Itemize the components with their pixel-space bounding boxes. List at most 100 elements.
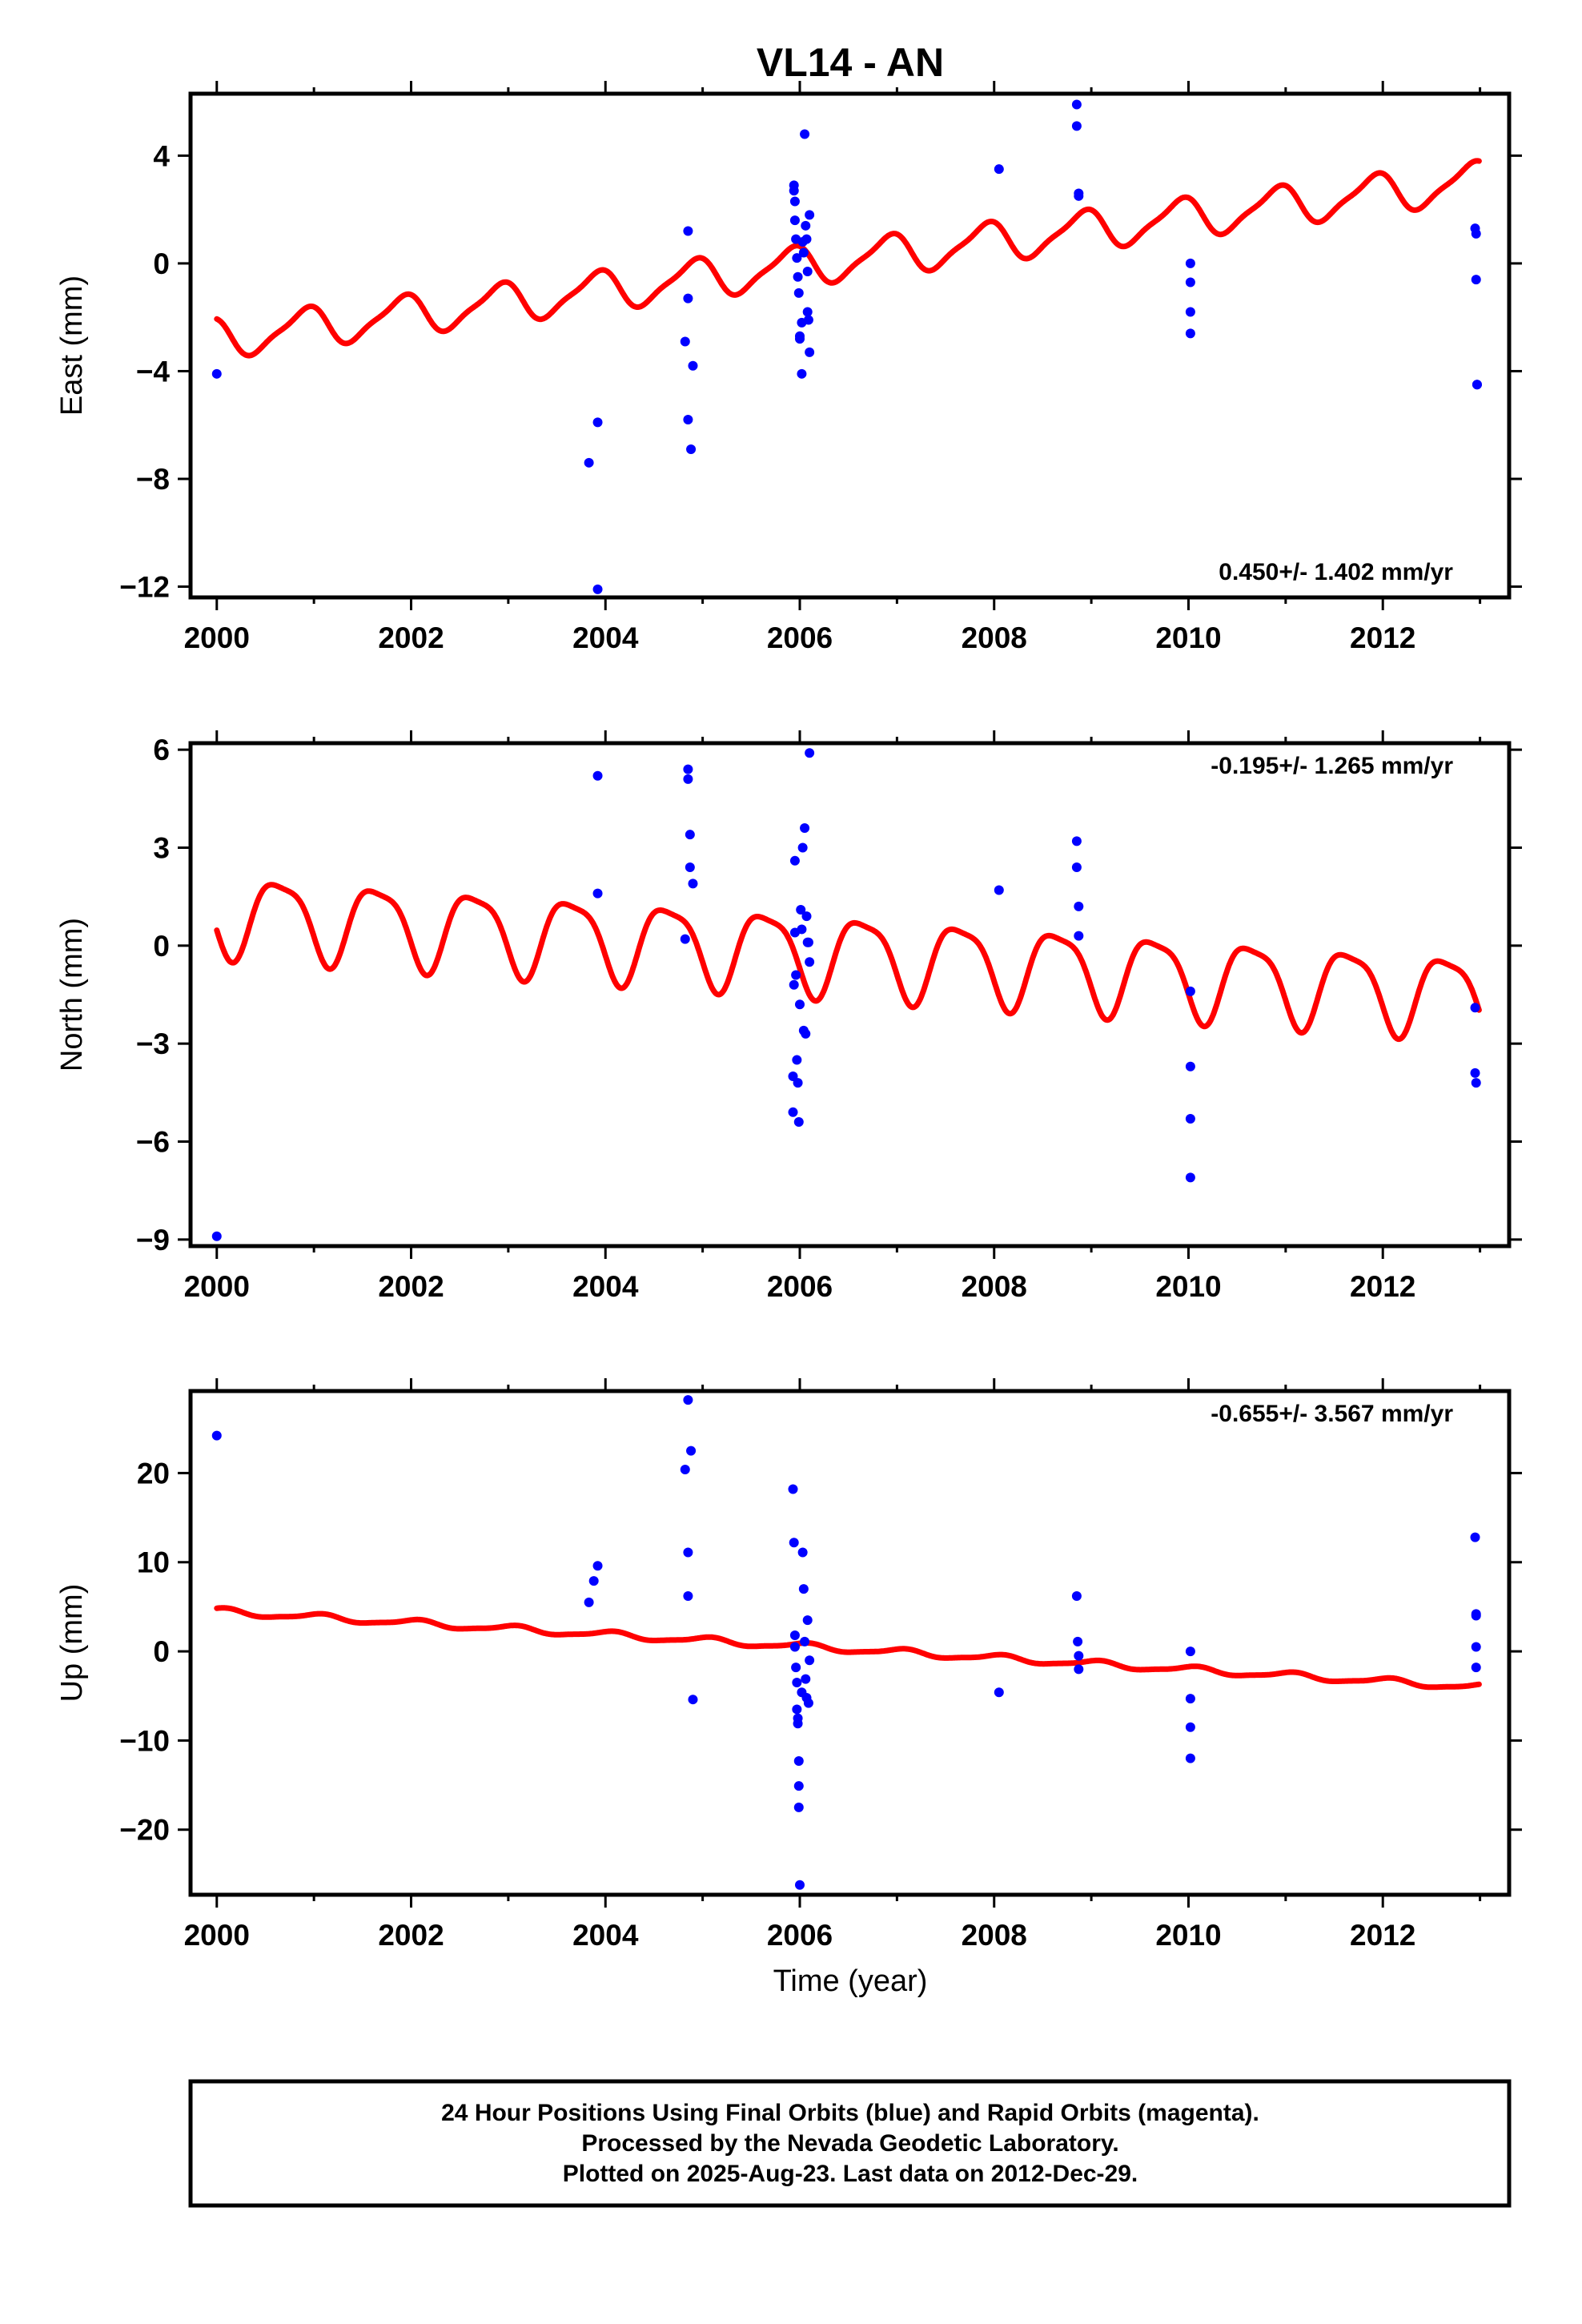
up-data-point: [1073, 1636, 1083, 1647]
up-panel: 2000 2002 2004 2006 2008 2010 201220100−10−20U…: [55, 1378, 1522, 1952]
up-data-point: [1074, 1664, 1084, 1675]
north-y-axis-label: North (mm): [55, 918, 89, 1072]
north-y-tick-label: 6: [153, 734, 170, 766]
east-fit-curve: [214, 158, 1482, 359]
north-data-point: [1074, 931, 1084, 941]
north-data-point: [592, 888, 603, 899]
footer-line-3: Plotted on 2025-Aug-23. Last data on 201…: [563, 2161, 1138, 2187]
east-data-point: [1471, 275, 1481, 285]
east-data-point: [1185, 328, 1195, 339]
east-data-point: [686, 444, 697, 454]
north-data-point: [1185, 1061, 1195, 1072]
north-x-tick-label: 2008: [962, 1270, 1027, 1303]
north-y-tick-label: −9: [136, 1224, 170, 1256]
up-x-tick-label: 2004: [572, 1919, 639, 1952]
up-y-tick-label: 20: [137, 1457, 170, 1490]
north-data-point: [1470, 1003, 1480, 1013]
east-data-point: [683, 415, 693, 424]
north-panel: 2000 2002 2004 2006 2008 2010 2012 6 3 0 −3 −6 −9 Nor…: [55, 730, 1522, 1303]
east-data-point: [797, 368, 807, 379]
up-data-point: [789, 1538, 799, 1548]
north-data-point: [800, 823, 810, 834]
east-data-point: [688, 360, 698, 371]
north-x-tick-label: 2002: [378, 1270, 444, 1303]
up-y-tick-label: −20: [119, 1814, 170, 1847]
north-frame: [188, 741, 1512, 1248]
east-data-point: [592, 417, 603, 428]
east-y-tick-label: 0: [153, 247, 170, 280]
east-data-point: [1185, 307, 1195, 317]
north-data-point: [1185, 986, 1195, 996]
east-x-tick-label: 2004: [572, 621, 639, 654]
up-data-point: [802, 1615, 813, 1626]
north-data-point: [680, 934, 690, 944]
north-data-point: [1074, 901, 1084, 911]
up-data-point: [1185, 1722, 1195, 1732]
up-data-point: [801, 1674, 811, 1684]
up-data-point: [793, 1756, 804, 1767]
up-data-point: [792, 1678, 802, 1688]
north-data-point: [789, 855, 800, 866]
up-data-point: [1470, 1532, 1480, 1542]
up-x-tick-label: 2010: [1155, 1919, 1221, 1952]
up-y-tick-label: −10: [119, 1724, 170, 1757]
east-x-tick-label: 2000: [184, 621, 250, 654]
north-data-point: [791, 970, 801, 980]
east-data-point: [211, 368, 222, 379]
up-data-point: [803, 1698, 813, 1708]
north-x-tick-label: 2004: [572, 1270, 639, 1303]
up-y-tick-label: 10: [137, 1546, 170, 1579]
east-data-point: [793, 271, 803, 282]
east-data-point: [1185, 277, 1195, 287]
east-data-point: [1185, 258, 1195, 268]
east-data-point: [1071, 121, 1082, 131]
north-data-point: [683, 764, 693, 774]
east-data-point: [680, 336, 690, 347]
up-data-point: [791, 1663, 801, 1673]
up-x-tick-label: 2002: [378, 1919, 444, 1952]
up-data-point: [805, 1655, 815, 1666]
up-data-point: [1471, 1609, 1481, 1619]
north-data-point: [1185, 1113, 1195, 1124]
up-x-tick-label: 2000: [184, 1919, 250, 1952]
north-data-point: [1071, 862, 1082, 872]
north-x-tick-label: 2012: [1350, 1270, 1415, 1303]
up-data-point: [680, 1464, 690, 1474]
up-data-point: [1185, 1694, 1195, 1704]
east-x-tick-label: 2010: [1155, 621, 1221, 654]
up-data-point: [686, 1445, 697, 1456]
x-axis-label: Time (year): [773, 1964, 928, 1998]
north-y-tick-label: 3: [153, 831, 170, 864]
up-data-point: [994, 1687, 1004, 1698]
east-x-tick-label: 2012: [1350, 621, 1415, 654]
up-data-point: [588, 1576, 599, 1586]
east-data-point: [1472, 380, 1482, 390]
up-data-point: [798, 1584, 809, 1594]
north-rate-label: -0.195+/- 1.265 mm/yr: [1211, 753, 1453, 779]
north-data-point: [592, 770, 603, 781]
east-x-tick-label: 2002: [378, 621, 444, 654]
up-data-point: [800, 1636, 810, 1647]
east-data-point: [1071, 99, 1082, 110]
north-data-point: [685, 830, 695, 840]
east-data-point: [801, 234, 812, 244]
north-data-point: [801, 1028, 811, 1039]
north-fit-curve: [214, 882, 1482, 1043]
north-data-point: [688, 879, 698, 889]
north-data-point: [1071, 836, 1082, 846]
up-x-tick-label: 2006: [767, 1919, 833, 1952]
east-data-point: [792, 253, 802, 263]
east-data-point: [798, 247, 809, 258]
north-x-tick-label: 2000: [184, 1270, 250, 1303]
up-data-point: [592, 1561, 603, 1571]
up-x-tick-label: 2012: [1350, 1919, 1415, 1952]
up-data-point: [1471, 1642, 1481, 1652]
up-data-point: [584, 1597, 594, 1607]
north-data-point: [805, 957, 815, 967]
up-data-point: [789, 1630, 800, 1641]
north-data-point: [789, 979, 799, 990]
east-y-tick-label: −12: [119, 571, 170, 604]
up-data-point: [1074, 1651, 1084, 1661]
up-data-point: [1185, 1647, 1195, 1657]
up-data-point: [793, 1781, 804, 1791]
